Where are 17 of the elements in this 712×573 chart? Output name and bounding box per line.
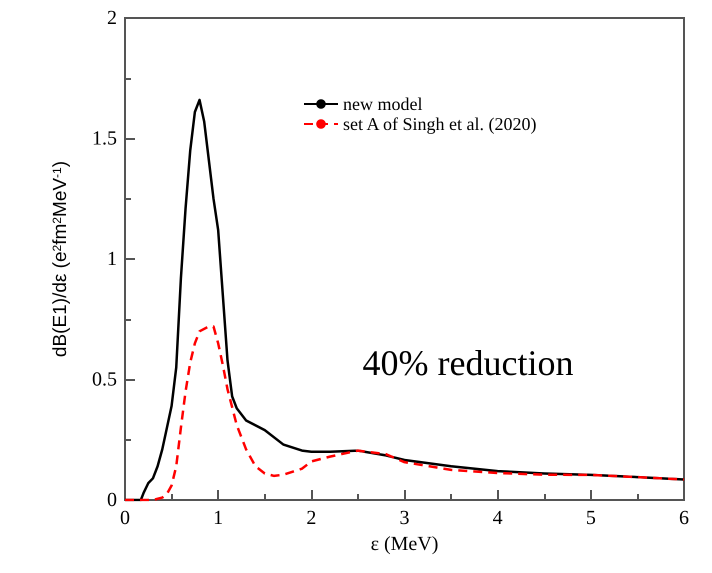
y-tick-label: 1.5	[92, 128, 117, 150]
y-tick-label: 0.5	[92, 368, 117, 390]
x-tick-label: 5	[586, 507, 596, 529]
x-axis-title: ε (MeV)	[370, 533, 438, 555]
x-tick-label: 2	[306, 507, 316, 529]
legend-label: new model	[343, 94, 422, 114]
line-series	[124, 325, 686, 502]
y-tick-label: 0	[107, 489, 117, 511]
y-tick-label: 1	[107, 248, 117, 270]
x-tick-label: 4	[492, 507, 503, 529]
annotation: 40% reduction	[362, 343, 574, 383]
y-axis-title: dB(E1)/dε (e2fm2MeV-1)	[50, 160, 71, 358]
legend-label: set A of Singh et al. (2020)	[343, 114, 536, 134]
x-tick-label: 3	[400, 507, 410, 529]
y-tick-label: 2	[107, 7, 117, 29]
x-tick-label: 6	[679, 507, 689, 529]
x-tick-label: 1	[213, 507, 224, 529]
